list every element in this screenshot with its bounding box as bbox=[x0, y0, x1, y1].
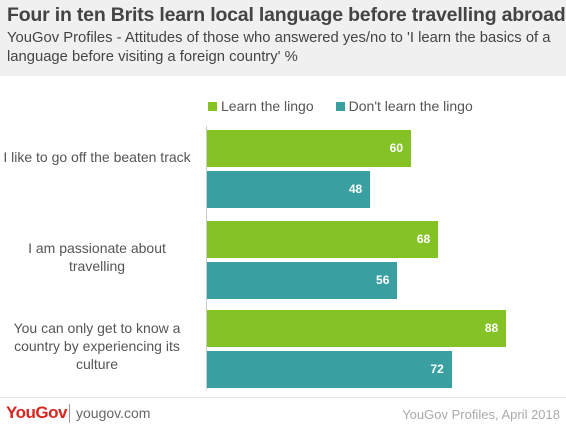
category-label-culture: You can only get to know a country by ex… bbox=[13, 320, 181, 372]
legend-swatch-learn bbox=[208, 101, 217, 111]
legend: Learn the lingo Don't learn the lingo bbox=[208, 98, 473, 114]
bar-value-dont-learn-beaten-track: 48 bbox=[348, 182, 363, 196]
bar-learn-culture bbox=[207, 310, 507, 347]
yougov-logo: YouGov bbox=[6, 403, 67, 422]
bar-value-dont-learn-passionate: 56 bbox=[376, 273, 390, 287]
chart-title: Four in ten Brits learn local language b… bbox=[7, 4, 566, 26]
bar-learn-beaten-track bbox=[207, 130, 411, 167]
bar-learn-passionate bbox=[207, 221, 439, 258]
bar-value-dont-learn-culture: 72 bbox=[430, 362, 444, 376]
category-label-passionate: I am passionate about travelling bbox=[28, 240, 166, 274]
source-note: YouGov Profiles, April 2018 bbox=[402, 407, 560, 422]
legend-swatch-dont-learn bbox=[335, 101, 345, 111]
logo-separator bbox=[69, 404, 70, 423]
site-link[interactable]: yougov.com bbox=[76, 405, 151, 421]
category-axis-line bbox=[206, 126, 207, 390]
category-label-beaten-track: I like to go off the beaten track bbox=[3, 149, 191, 165]
header-band: Four in ten Brits learn local language b… bbox=[0, 0, 566, 76]
footer-divider bbox=[0, 397, 566, 398]
legend-item-dont-learn: Don't learn the lingo bbox=[335, 98, 473, 114]
chart-subtitle: YouGov Profiles - Attitudes of those who… bbox=[7, 30, 551, 65]
legend-item-learn: Learn the lingo bbox=[208, 98, 314, 114]
bar-value-learn-culture: 88 bbox=[484, 321, 499, 335]
bar-dont-learn-beaten-track bbox=[207, 171, 371, 208]
bar-dont-learn-culture bbox=[207, 351, 452, 388]
bar-value-learn-beaten-track: 60 bbox=[389, 141, 403, 155]
legend-label-learn: Learn the lingo bbox=[221, 98, 314, 114]
bar-value-learn-passionate: 68 bbox=[416, 232, 431, 246]
legend-label-dont-learn: Don't learn the lingo bbox=[348, 98, 473, 114]
bar-dont-learn-passionate bbox=[207, 262, 398, 299]
